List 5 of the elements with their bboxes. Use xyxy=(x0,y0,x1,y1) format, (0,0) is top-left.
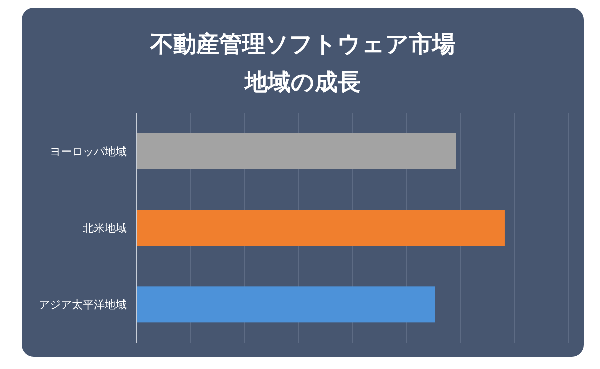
chart-title: 不動産管理ソフトウェア市場 xyxy=(150,31,456,58)
y-tick-label: アジア太平洋地域 xyxy=(39,298,127,312)
y-tick-label: 北米地域 xyxy=(83,222,127,235)
y-tick-label: ヨーロッパ地域 xyxy=(50,145,127,158)
chart-subtitle: 地域の成長 xyxy=(244,69,361,96)
